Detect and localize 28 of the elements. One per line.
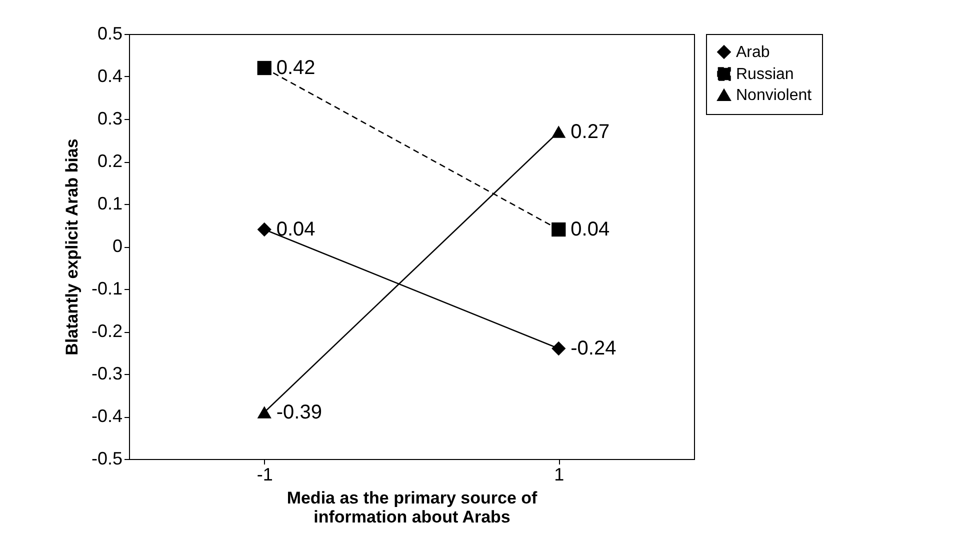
point [552, 222, 566, 237]
y-tick-label: -0.4 [91, 406, 122, 426]
y-axis-title: Blatantly explicit Arab bias [62, 138, 82, 356]
y-tick-label: 0 [112, 236, 122, 256]
point [257, 222, 272, 237]
legend-label: Russian [736, 66, 794, 83]
data-label: 0.27 [570, 120, 610, 143]
point [552, 341, 566, 356]
y-tick-label: -0.5 [91, 448, 122, 468]
y-tick-label: 0.1 [97, 194, 122, 214]
x-tick-label: 1 [554, 464, 564, 484]
legend-label: Arab [736, 44, 770, 61]
data-label: -0.24 [570, 338, 616, 360]
y-tick-label: 0.4 [97, 66, 122, 86]
y-tick-label: 0.2 [97, 151, 122, 171]
data-label: 0.04 [276, 218, 316, 240]
data-label: -0.39 [276, 401, 322, 424]
data-label: 0.04 [570, 218, 610, 240]
x-tick-label: -1 [256, 464, 273, 484]
y-tick-label: -0.2 [91, 321, 122, 341]
y-tick-label: -0.3 [91, 364, 122, 384]
y-tick-label: 0.3 [97, 108, 122, 128]
point [257, 60, 272, 76]
y-tick-label: 0.5 [97, 24, 122, 44]
y-tick-label: -0.1 [91, 278, 122, 298]
x-axis-title: Media as the primary source of information about Arabs [286, 488, 538, 526]
legend-label: Nonviolent [736, 87, 812, 104]
data-label: 0.42 [276, 57, 316, 79]
